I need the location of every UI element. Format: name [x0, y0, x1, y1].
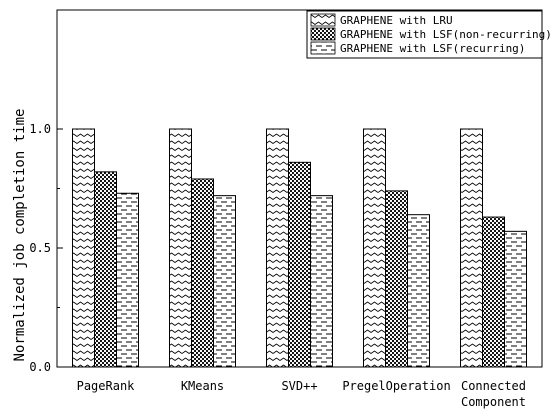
- y-tick-label: 0.5: [29, 241, 51, 255]
- x-tick-label: KMeans: [181, 379, 224, 393]
- x-axis-labels: PageRank KMeans SVD++ PregelOperation Connec…: [77, 379, 526, 409]
- legend-label-lsf-recurring: GRAPHENE with LSF(recurring): [340, 42, 525, 55]
- legend-box: [306, 10, 543, 59]
- bars: [72, 128, 527, 368]
- legend: GRAPHENE with LRU GRAPHENE with LSF(non-…: [306, 10, 550, 59]
- y-tick-label: 1.0: [29, 122, 51, 136]
- bar-lsf-nonrecurring: [385, 190, 408, 368]
- bar-lsf-recurring: [407, 214, 430, 368]
- legend-swatch-lsf-recurring: [310, 41, 336, 55]
- bar-lsf-recurring: [504, 230, 527, 368]
- bar-lru: [266, 128, 289, 368]
- x-tick-label: PregelOperation: [342, 379, 450, 393]
- x-tick-label: Connected: [461, 379, 526, 393]
- bar-lru: [72, 128, 95, 368]
- legend-swatch-lsf-nonrecurring: [310, 27, 336, 41]
- x-tick-label: SVD++: [281, 379, 317, 393]
- legend-label-lsf-nonrecurring: GRAPHENE with LSF(non-recurring): [340, 28, 550, 41]
- bar-lsf-recurring: [213, 195, 236, 368]
- bar-lsf-nonrecurring: [482, 216, 505, 368]
- bar-lsf-nonrecurring: [94, 171, 117, 368]
- x-tick-label: Component: [461, 395, 526, 409]
- bar-lsf-recurring: [116, 192, 139, 368]
- y-axis-title: Normalized job completion time: [12, 109, 28, 362]
- bar-lru: [169, 128, 192, 368]
- legend-label-lru: GRAPHENE with LRU: [340, 14, 453, 27]
- legend-swatch-lru: [310, 13, 336, 27]
- y-tick-label: 0.0: [29, 360, 51, 374]
- bar-lsf-nonrecurring: [191, 178, 214, 368]
- bar-lru: [363, 128, 386, 368]
- y-axis: 0.0 0.5 1.0: [29, 122, 63, 374]
- bar-lru: [460, 128, 483, 368]
- bar-lsf-recurring: [310, 195, 333, 368]
- bar-lsf-nonrecurring: [288, 161, 311, 368]
- x-tick-label: PageRank: [77, 379, 136, 393]
